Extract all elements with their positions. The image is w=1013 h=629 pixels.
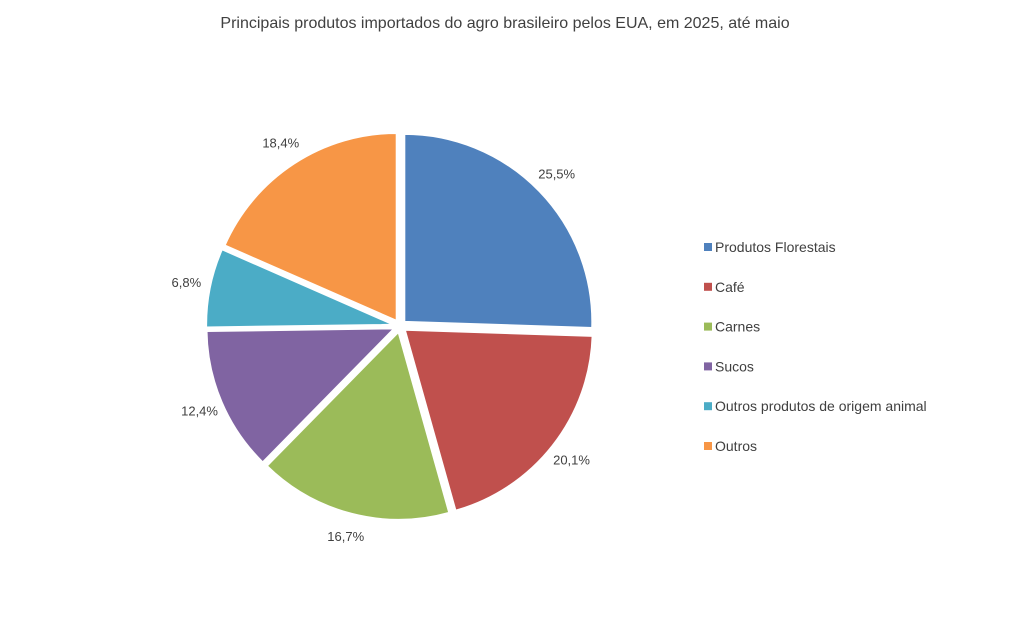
legend-swatch <box>704 402 712 411</box>
pie-slice-sucos <box>205 327 397 464</box>
legend-item-produtos-florestais: Produtos Florestais <box>704 239 836 255</box>
legend-item-cafe: Café <box>704 279 745 295</box>
data-labels: 25,5% 20,1% 16,7% 12,4% 6,8% 18,4% <box>172 135 591 544</box>
legend-swatch <box>704 362 712 371</box>
legend-swatch <box>704 282 712 291</box>
legend-swatch <box>704 442 712 450</box>
chart-title: Principais produtos importados do agro b… <box>220 15 789 32</box>
legend-label: Produtos Florestais <box>715 239 836 255</box>
data-label-produtos-florestais: 25,5% <box>538 166 575 181</box>
legend-label: Outros produtos de origem animal <box>715 398 927 414</box>
pie-slice-cafe <box>403 328 594 512</box>
legend-label: Carnes <box>715 319 760 335</box>
data-label-outros-produtos-de-origem-animal: 6,8% <box>172 275 202 290</box>
legend-item-outros-produtos-de-origem-animal: Outros produtos de origem animal <box>704 398 927 414</box>
pie-slice-outros <box>223 131 398 323</box>
legend-label: Sucos <box>715 358 754 374</box>
data-label-sucos: 12,4% <box>181 404 218 419</box>
pie-slice-produtos-florestais <box>403 132 594 330</box>
data-label-cafe: 20,1% <box>553 453 590 468</box>
legend-swatch <box>704 243 712 251</box>
data-label-outros: 18,4% <box>262 135 299 150</box>
legend: Produtos Florestais Café Carnes Sucos Outros… <box>704 239 927 454</box>
legend-swatch <box>704 322 712 331</box>
pie-slices <box>205 131 594 521</box>
legend-item-carnes: Carnes <box>704 319 760 335</box>
legend-label: Café <box>715 279 745 295</box>
legend-item-sucos: Sucos <box>704 358 754 374</box>
pie-slice-outros-produtos-de-origem-animal <box>205 247 395 329</box>
pie-slice-carnes <box>265 329 451 521</box>
data-label-carnes: 16,7% <box>327 529 364 544</box>
legend-label: Outros <box>715 438 757 454</box>
legend-item-outros: Outros <box>704 438 757 454</box>
